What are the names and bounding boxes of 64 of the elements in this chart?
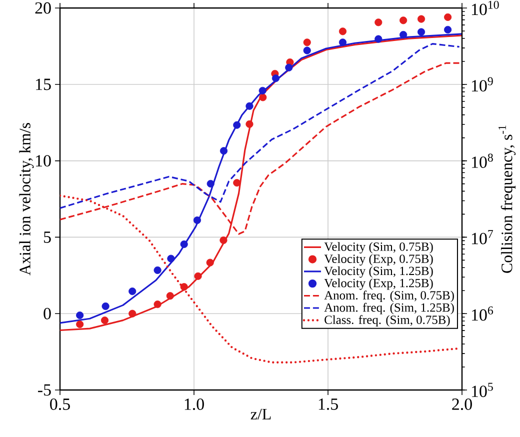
x-tick-label: 1.5 <box>318 398 338 410</box>
point <box>180 283 188 291</box>
y2-tick-label: 10$^{8}$ <box>472 154 493 168</box>
point <box>417 15 426 23</box>
point <box>417 28 426 36</box>
point <box>206 258 214 266</box>
point <box>154 300 162 308</box>
point <box>272 74 280 82</box>
point <box>206 180 214 188</box>
y2-tick-label: 10$^{7}$ <box>472 230 494 244</box>
point <box>400 30 408 39</box>
point <box>246 102 254 110</box>
point <box>303 38 311 46</box>
point <box>100 316 109 324</box>
point <box>444 26 452 34</box>
y-tick-label: 15 <box>36 78 51 90</box>
point <box>338 38 347 46</box>
point <box>220 147 228 155</box>
point <box>76 311 84 320</box>
point <box>154 266 162 274</box>
point <box>258 86 266 94</box>
x-tick-label: 1.0 <box>184 398 204 410</box>
point <box>167 254 175 262</box>
point <box>444 13 452 21</box>
point <box>338 28 347 36</box>
point <box>128 310 136 318</box>
legend-label: Anom. freq. (Sim, 0.75B) <box>324 290 454 302</box>
y-tick-label: 0 <box>44 308 51 320</box>
point <box>233 179 241 187</box>
y2-tick-label: 10$^{6}$ <box>472 306 494 321</box>
x-axis-title: z/L <box>250 408 271 420</box>
y-tick-label: 20 <box>35 2 51 14</box>
y-axis-title: Axial ion velocity, km/s <box>19 123 34 276</box>
point <box>128 288 136 296</box>
legend-label: Anom. freq. (Sim, 1.25B) <box>324 302 454 314</box>
y2-tick-label: 10$^{5}$ <box>472 382 493 398</box>
x-tick-label: 0.5 <box>50 398 70 410</box>
y-tick-label: 5 <box>44 232 51 243</box>
point <box>193 216 202 224</box>
point <box>374 18 382 26</box>
point <box>285 64 293 72</box>
y2-tick-label: 10$^{9}$ <box>472 77 493 92</box>
point <box>76 320 84 328</box>
point <box>166 292 174 300</box>
point <box>400 16 408 24</box>
x-tick-label: 2.0 <box>452 398 472 410</box>
legend-label: Velocity (Sim, 1.25B) <box>324 266 433 278</box>
point <box>220 236 228 244</box>
legend-label: Velocity (Exp, 1.25B) <box>324 278 433 290</box>
point <box>303 46 311 54</box>
y-tick-label: -5 <box>38 384 51 396</box>
point <box>194 272 202 280</box>
point <box>180 240 188 248</box>
point <box>102 302 110 310</box>
point <box>233 121 241 129</box>
y2-tick-label: 10$^{10}$ <box>472 0 499 16</box>
y2-axis-title: Collision frequency, s$^{-1}$ <box>498 126 516 273</box>
point <box>246 120 254 128</box>
point <box>374 35 382 43</box>
legend-label: Velocity (Exp, 0.75B) <box>324 254 433 266</box>
point <box>259 94 267 102</box>
legend-label: Class. freq. (Sim, 0.75B) <box>324 315 450 327</box>
legend-label: Velocity (Sim, 0.75B) <box>324 242 433 254</box>
y-tick-label: 10 <box>36 155 51 167</box>
